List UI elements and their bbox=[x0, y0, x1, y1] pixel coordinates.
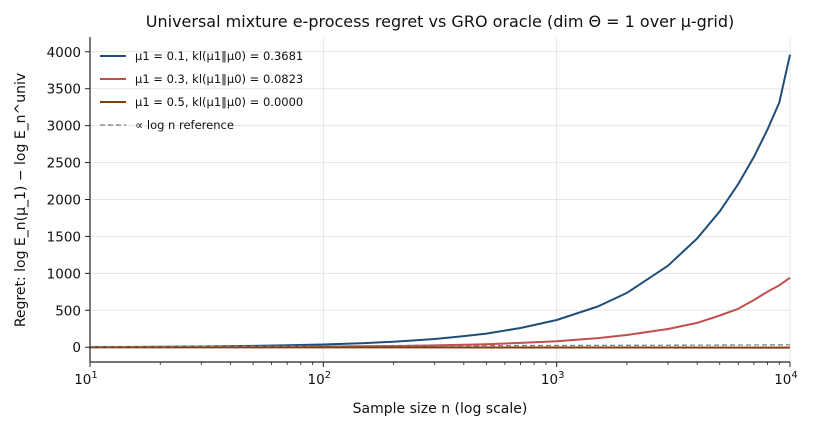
y-tick-label: 2500 bbox=[47, 156, 81, 172]
x-tick-label: 101 bbox=[74, 370, 98, 388]
legend-label-2: μ1 = 0.5, kl(μ1‖μ0) = 0.0000 bbox=[135, 95, 303, 109]
x-tick-label: 103 bbox=[541, 370, 565, 388]
y-tick-label: 3000 bbox=[47, 119, 81, 135]
legend-label-3: ∝ log n reference bbox=[135, 118, 234, 132]
legend-label-0: μ1 = 0.1, kl(μ1‖μ0) = 0.3681 bbox=[135, 49, 303, 63]
x-tick-label: 104 bbox=[774, 370, 798, 388]
ticks: 101 102 103 104 0 500 1000 1500 2000 2500 3000 3500… bbox=[47, 45, 798, 388]
chart-title: Universal mixture e-process regret vs GR… bbox=[146, 12, 734, 31]
series-line-3 bbox=[89, 344, 791, 348]
y-tick-label: 0 bbox=[72, 340, 81, 356]
y-tick-label: 3500 bbox=[47, 82, 81, 98]
x-axis-label: Sample size n (log scale) bbox=[353, 401, 528, 417]
series-layer bbox=[89, 54, 791, 349]
x-tick-label: 102 bbox=[308, 370, 332, 388]
y-tick-label: 1000 bbox=[47, 266, 81, 282]
series-line-1 bbox=[90, 276, 791, 349]
y-tick-label: 4000 bbox=[47, 45, 81, 61]
y-tick-label: 1500 bbox=[47, 229, 81, 245]
y-tick-label: 2000 bbox=[47, 193, 81, 209]
legend-label-1: μ1 = 0.3, kl(μ1‖μ0) = 0.0823 bbox=[135, 72, 303, 86]
y-axis-label: Regret: log E_n(μ_1) − log E_n^univ bbox=[13, 73, 29, 327]
legend: μ1 = 0.1, kl(μ1‖μ0) = 0.3681 μ1 = 0.3, kl… bbox=[100, 49, 303, 132]
y-tick-label: 500 bbox=[55, 303, 81, 319]
